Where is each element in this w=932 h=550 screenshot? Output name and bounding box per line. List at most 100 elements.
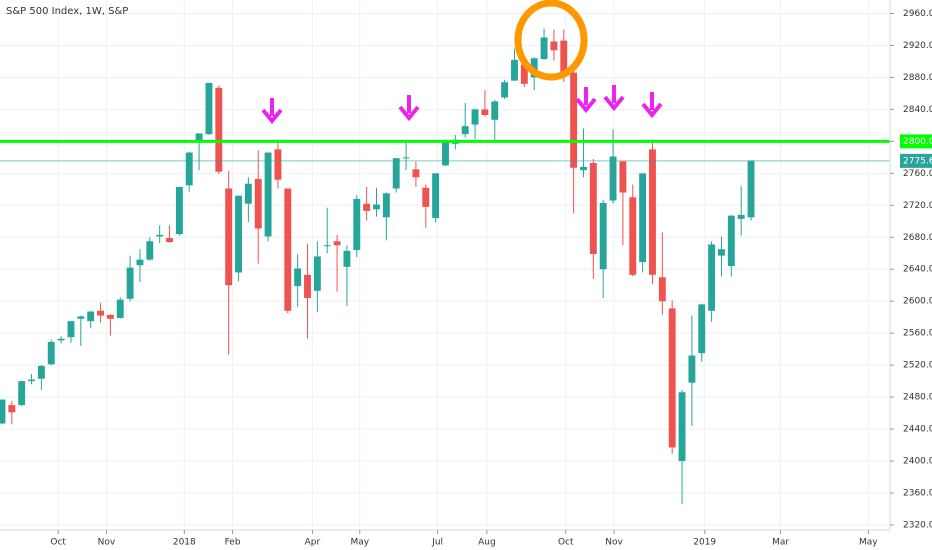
- y-tick-label: 2600.00: [903, 297, 932, 307]
- candle-body: [718, 249, 725, 256]
- candle-body: [432, 173, 440, 219]
- x-tick-label: Nov: [605, 538, 623, 548]
- candle-body: [146, 241, 154, 260]
- y-tick-label: 2880.00: [903, 73, 932, 83]
- candle-body: [540, 37, 548, 60]
- candle-body: [333, 241, 341, 246]
- x-tick-label: Jul: [431, 538, 443, 548]
- candle-body: [412, 169, 420, 178]
- arrow: [261, 98, 283, 125]
- candle-body: [37, 365, 45, 379]
- candle-body: [304, 274, 311, 299]
- candle-body: [126, 267, 134, 299]
- candle-body: [294, 268, 302, 287]
- candle-body: [284, 188, 292, 311]
- candle-body: [639, 173, 647, 263]
- candle-body: [156, 234, 164, 237]
- candle-body: [609, 156, 617, 201]
- candle-body: [373, 204, 380, 210]
- price-label-box: [900, 134, 932, 149]
- candle-body: [698, 304, 706, 354]
- candle-body: [244, 183, 252, 204]
- candle-body: [77, 316, 85, 319]
- candle-body: [235, 195, 242, 273]
- candle-body: [106, 314, 114, 319]
- candle-body: [195, 133, 203, 143]
- candle-body: [57, 338, 65, 341]
- x-tick-label: Feb: [225, 538, 241, 548]
- candle-body: [343, 250, 351, 267]
- candle-body: [589, 162, 597, 255]
- candle-body: [550, 41, 558, 51]
- candle-body: [520, 64, 528, 84]
- candle-body: [580, 166, 587, 171]
- candles: [0, 28, 755, 505]
- candle-body: [727, 215, 735, 267]
- candle-body: [678, 392, 686, 462]
- x-tick-label: May: [859, 538, 878, 548]
- price-label: 2800.00: [903, 137, 932, 147]
- x-tick-label: May: [350, 538, 369, 548]
- candle-body: [28, 379, 35, 382]
- candle-body: [619, 161, 627, 193]
- candle-body: [491, 101, 499, 120]
- candle-body: [0, 399, 6, 424]
- candle-body: [442, 140, 449, 166]
- candle-body: [185, 152, 193, 186]
- candle-body: [708, 244, 716, 311]
- candle-body: [353, 198, 361, 251]
- candle-body: [737, 214, 745, 219]
- candle-body: [225, 188, 233, 286]
- candle-body: [747, 160, 755, 218]
- chart-title: S&P 500 Index, 1W, S&P: [6, 6, 128, 17]
- candle-body: [67, 321, 75, 338]
- candle-body: [8, 405, 16, 413]
- candle-body: [501, 82, 509, 98]
- candle-body: [215, 87, 223, 172]
- candle-body: [166, 238, 173, 243]
- arrow: [641, 92, 663, 119]
- y-tick-label: 2520.00: [903, 361, 932, 371]
- candle-body: [402, 157, 410, 159]
- candle-body: [254, 178, 262, 229]
- y-tick-label: 2320.00: [903, 520, 932, 530]
- candle-body: [511, 59, 518, 81]
- arrow: [575, 87, 597, 114]
- candle-body: [205, 83, 213, 135]
- candle-body: [382, 193, 390, 218]
- price-label-box: [900, 153, 932, 168]
- y-tick-label: 2400.00: [903, 457, 932, 467]
- x-tick-label: Oct: [50, 538, 66, 548]
- candle-body: [649, 149, 656, 275]
- candle-body: [175, 186, 183, 235]
- y-tick-label: 2920.00: [903, 41, 932, 51]
- y-tick-label: 2360.00: [903, 488, 932, 498]
- candle-body: [629, 197, 637, 275]
- candle-body: [481, 109, 489, 115]
- candle-body: [274, 149, 282, 180]
- y-tick-label: 2560.00: [903, 329, 932, 339]
- candle-body: [461, 126, 469, 135]
- y-tick-label: 2480.00: [903, 393, 932, 403]
- candle-body: [363, 203, 371, 211]
- candle-body: [688, 355, 696, 383]
- candle-body: [570, 72, 578, 168]
- candle-body: [422, 187, 430, 207]
- arrows: [261, 85, 663, 125]
- y-tick-label: 2840.00: [903, 105, 932, 115]
- annotations: [0, 0, 890, 162]
- candle-body: [87, 311, 95, 322]
- y-tick-label: 2440.00: [903, 425, 932, 435]
- candle-body: [97, 310, 104, 316]
- candle-body: [323, 245, 331, 247]
- candle-body: [116, 299, 124, 318]
- highlight-circle: [514, 0, 588, 81]
- x-tick-label: Apr: [305, 538, 321, 548]
- x-tick-label: Mar: [772, 538, 789, 548]
- x-tick-label: 2019: [693, 538, 716, 548]
- candle-body: [471, 109, 479, 125]
- y-tick-label: 2760.00: [903, 169, 932, 179]
- y-tick-label: 2640.00: [903, 265, 932, 275]
- y-tick-label: 2720.00: [903, 201, 932, 211]
